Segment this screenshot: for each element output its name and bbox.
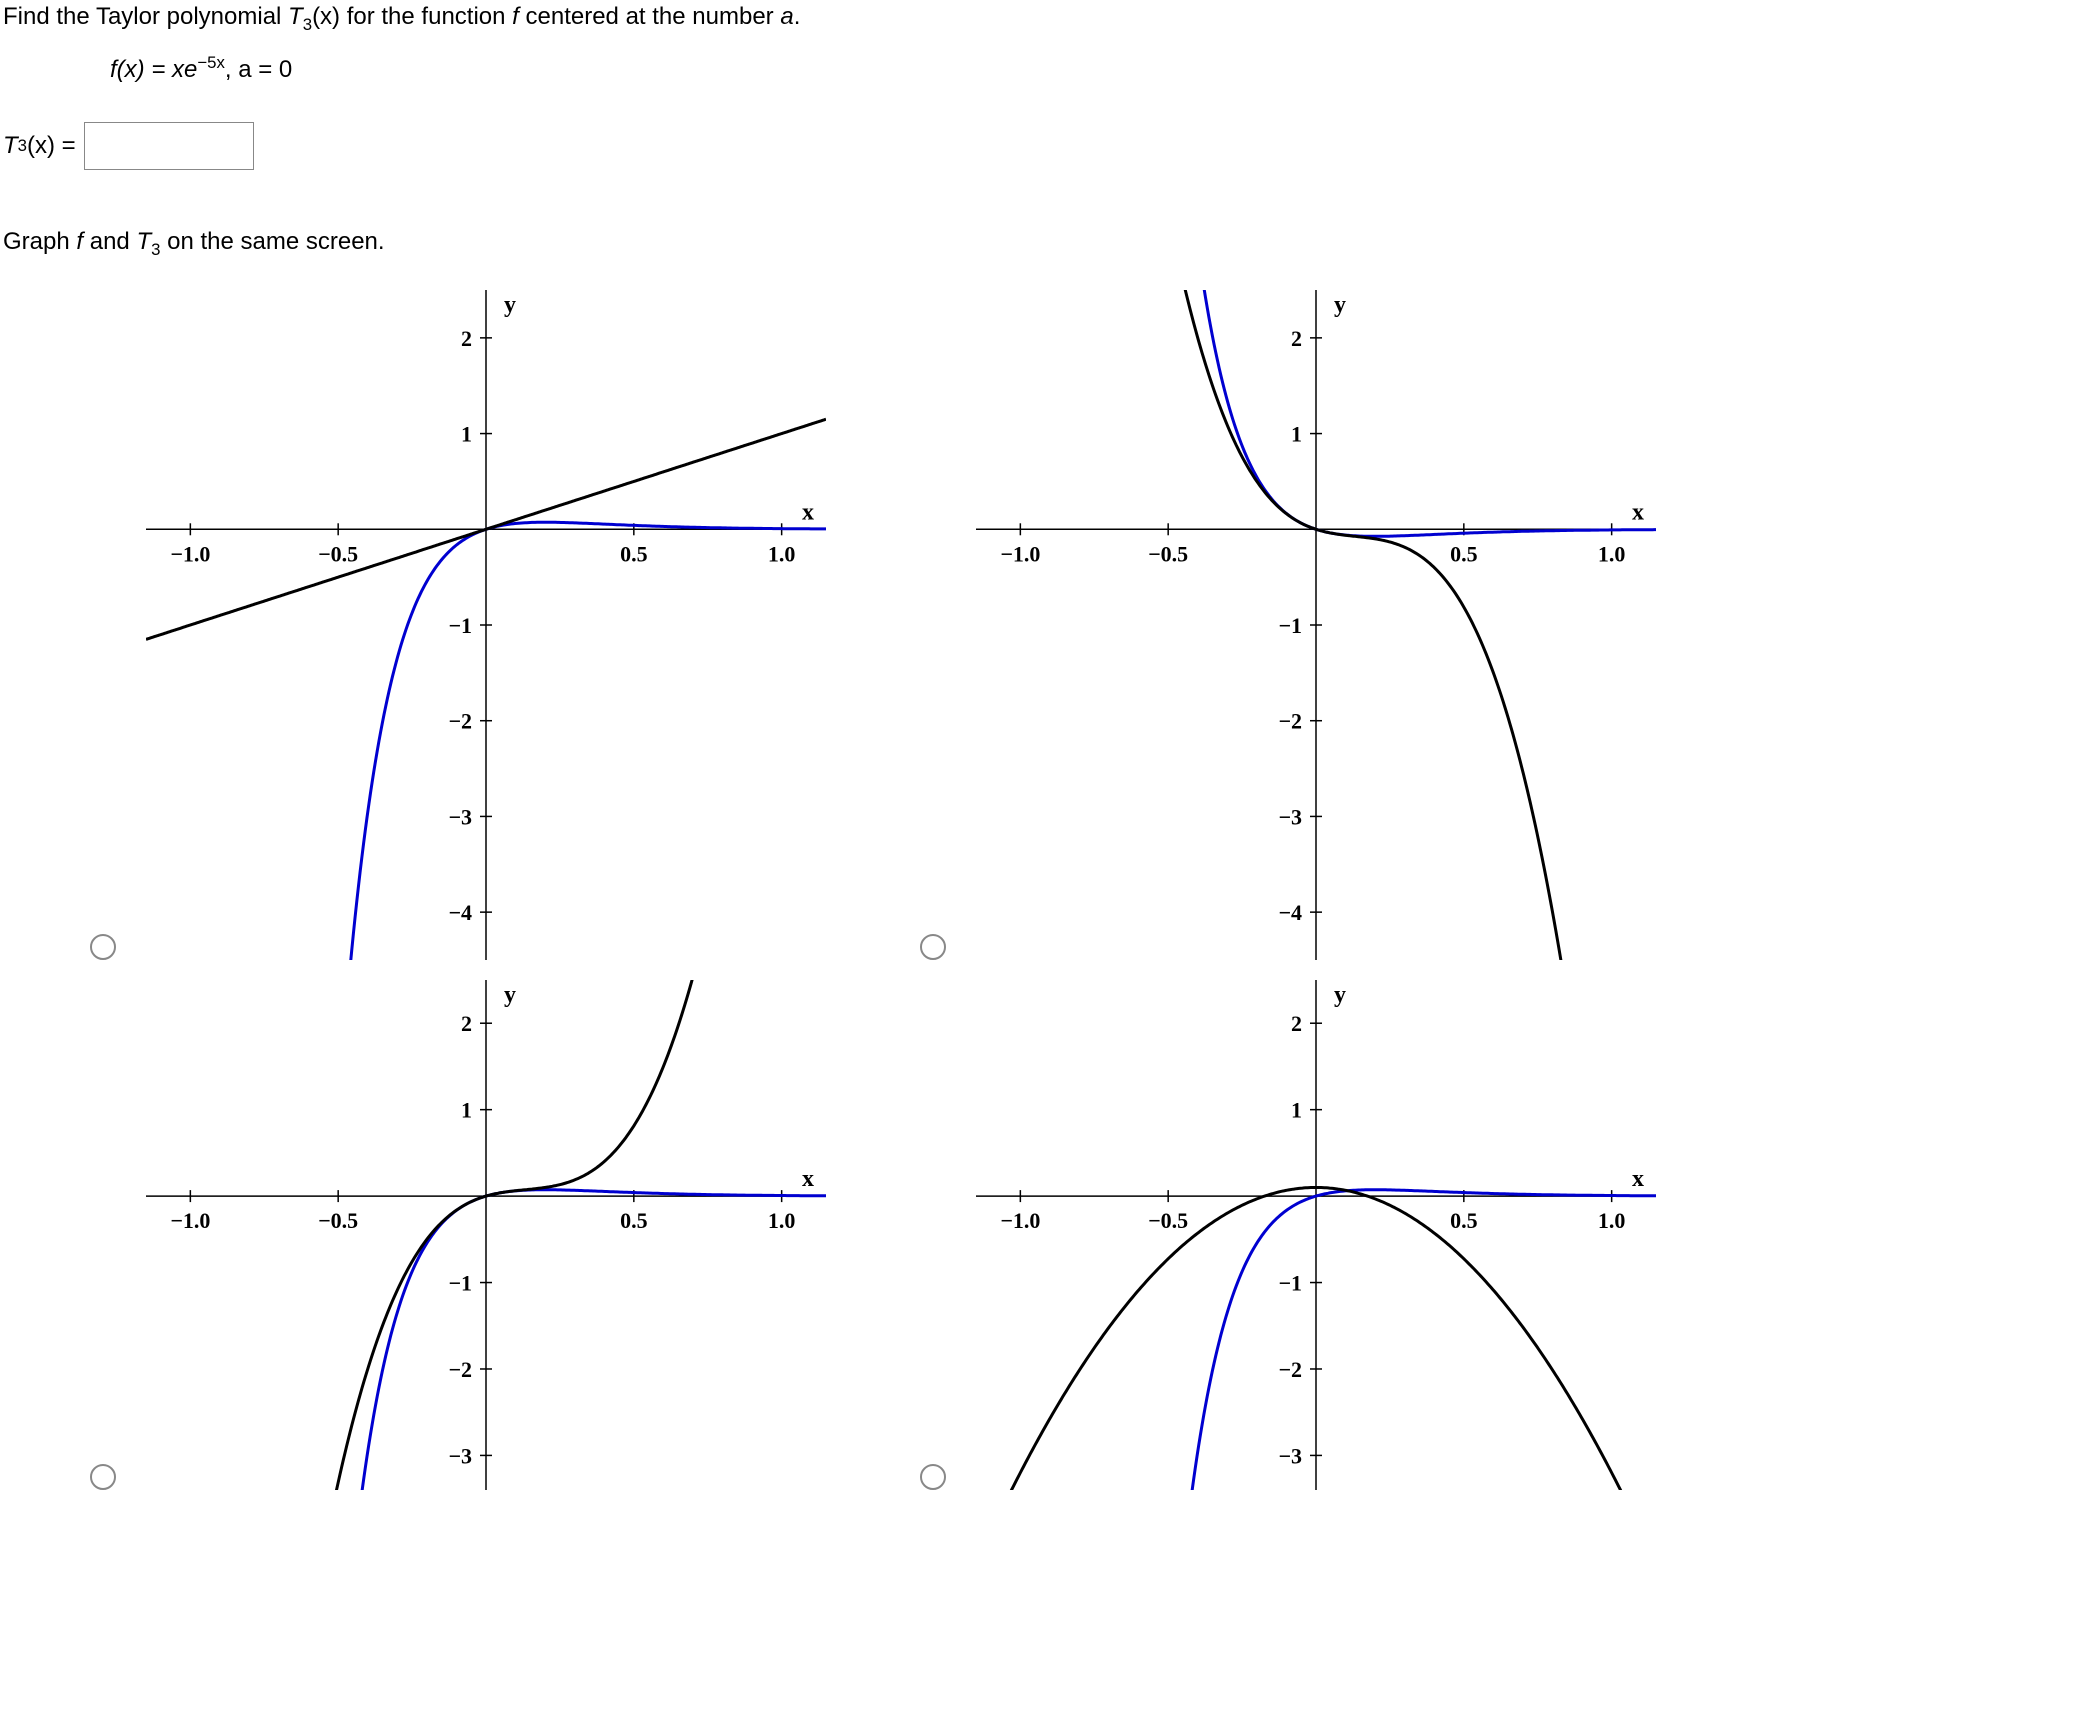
svg-text:−3: −3 bbox=[1278, 804, 1302, 829]
svg-text:−3: −3 bbox=[1278, 1443, 1302, 1468]
radio-C[interactable] bbox=[90, 1464, 116, 1490]
svg-text:−0.5: −0.5 bbox=[1148, 541, 1188, 566]
svg-text:−2: −2 bbox=[1278, 708, 1302, 733]
svg-text:1: 1 bbox=[461, 421, 472, 446]
svg-text:−2: −2 bbox=[448, 708, 472, 733]
svg-text:0.5: 0.5 bbox=[1450, 541, 1478, 566]
svg-text:2: 2 bbox=[1291, 1011, 1302, 1036]
svg-text:−1.0: −1.0 bbox=[170, 1208, 210, 1233]
svg-text:y: y bbox=[1334, 982, 1346, 1008]
svg-text:−0.5: −0.5 bbox=[318, 541, 358, 566]
svg-text:−1: −1 bbox=[448, 1270, 472, 1295]
svg-text:1.0: 1.0 bbox=[1598, 1208, 1626, 1233]
option-C[interactable]: −1.0 −0.5 0.5 1.0 −3 −2 −1 1 2 x y bbox=[0, 980, 830, 1510]
svg-text:−0.5: −0.5 bbox=[318, 1208, 358, 1233]
svg-text:x: x bbox=[1632, 499, 1644, 525]
svg-text:y: y bbox=[1334, 292, 1346, 318]
function-definition: f(x) = xe−5x, a = 0 bbox=[110, 53, 2088, 84]
svg-text:−1.0: −1.0 bbox=[1000, 541, 1040, 566]
svg-text:−1: −1 bbox=[1278, 1270, 1302, 1295]
option-A[interactable]: −1.0 −0.5 0.5 1.0 −4 −3 −2 −1 1 2 x y bbox=[0, 290, 830, 980]
svg-text:1: 1 bbox=[461, 1097, 472, 1122]
svg-text:−4: −4 bbox=[1278, 900, 1302, 925]
svg-text:0.5: 0.5 bbox=[620, 541, 648, 566]
svg-text:−1: −1 bbox=[1278, 613, 1302, 638]
svg-text:−3: −3 bbox=[448, 804, 472, 829]
svg-text:−0.5: −0.5 bbox=[1148, 1208, 1188, 1233]
svg-text:2: 2 bbox=[461, 1011, 472, 1036]
svg-text:1.0: 1.0 bbox=[768, 541, 796, 566]
svg-text:−2: −2 bbox=[448, 1357, 472, 1382]
chart-options: −1.0 −0.5 0.5 1.0 −4 −3 −2 −1 1 2 x y −1.0 −0.5 0.5 1.… bbox=[0, 290, 1700, 1510]
graph-instruction: Graph f and T3 on the same screen. bbox=[3, 228, 2088, 260]
radio-D[interactable] bbox=[920, 1464, 946, 1490]
svg-text:x: x bbox=[1632, 1166, 1644, 1192]
svg-text:−1.0: −1.0 bbox=[170, 541, 210, 566]
option-B[interactable]: −1.0 −0.5 0.5 1.0 −4 −3 −2 −1 1 2 x y bbox=[830, 290, 1660, 980]
question-prompt: Find the Taylor polynomial T3(x) for the… bbox=[3, 3, 2088, 35]
answer-input[interactable] bbox=[84, 122, 254, 170]
radio-A[interactable] bbox=[90, 934, 116, 960]
svg-text:1.0: 1.0 bbox=[768, 1208, 796, 1233]
svg-text:0.5: 0.5 bbox=[620, 1208, 648, 1233]
svg-text:2: 2 bbox=[1291, 325, 1302, 350]
plot-D: −1.0 −0.5 0.5 1.0 −3 −2 −1 1 2 x y bbox=[976, 980, 1656, 1490]
option-D[interactable]: −1.0 −0.5 0.5 1.0 −3 −2 −1 1 2 x y bbox=[830, 980, 1660, 1510]
svg-text:x: x bbox=[802, 1166, 814, 1192]
svg-text:−1: −1 bbox=[448, 613, 472, 638]
svg-text:x: x bbox=[802, 499, 814, 525]
svg-text:0.5: 0.5 bbox=[1450, 1208, 1478, 1233]
answer-row: T3(x) = bbox=[3, 122, 2088, 170]
plot-B: −1.0 −0.5 0.5 1.0 −4 −3 −2 −1 1 2 x y bbox=[976, 290, 1656, 960]
svg-text:−4: −4 bbox=[448, 900, 472, 925]
plot-A: −1.0 −0.5 0.5 1.0 −4 −3 −2 −1 1 2 x y bbox=[146, 290, 826, 960]
radio-B[interactable] bbox=[920, 934, 946, 960]
svg-text:y: y bbox=[504, 982, 516, 1008]
svg-text:−3: −3 bbox=[448, 1443, 472, 1468]
svg-text:1: 1 bbox=[1291, 1097, 1302, 1122]
svg-text:1: 1 bbox=[1291, 421, 1302, 446]
svg-text:−2: −2 bbox=[1278, 1357, 1302, 1382]
plot-C: −1.0 −0.5 0.5 1.0 −3 −2 −1 1 2 x y bbox=[146, 980, 826, 1490]
svg-text:−1.0: −1.0 bbox=[1000, 1208, 1040, 1233]
svg-text:y: y bbox=[504, 292, 516, 318]
svg-text:2: 2 bbox=[461, 325, 472, 350]
svg-text:1.0: 1.0 bbox=[1598, 541, 1626, 566]
